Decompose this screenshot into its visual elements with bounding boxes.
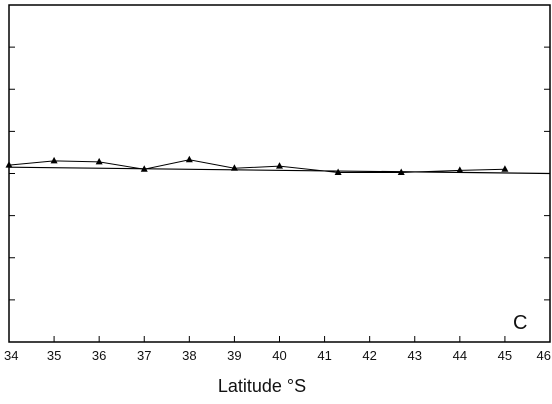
data-point-marker bbox=[501, 165, 509, 172]
x-tick-label: 42 bbox=[362, 348, 376, 363]
axis-ticks bbox=[8, 46, 551, 342]
data-point-marker bbox=[456, 166, 464, 173]
data-point-marker bbox=[397, 168, 405, 175]
x-tick-label: 38 bbox=[182, 348, 196, 363]
data-point-marker bbox=[140, 165, 148, 172]
x-tick-label: 37 bbox=[137, 348, 151, 363]
x-tick-label: 41 bbox=[317, 348, 331, 363]
panel-label: C bbox=[513, 312, 527, 334]
x-tick-label: 40 bbox=[272, 348, 286, 363]
data-point-marker bbox=[230, 164, 238, 171]
x-axis-label: Latitude °S bbox=[218, 376, 306, 396]
x-tick-label: 34 bbox=[4, 348, 18, 363]
x-tick-label: 43 bbox=[408, 348, 422, 363]
x-tick-label: 44 bbox=[453, 348, 467, 363]
data-point-marker bbox=[5, 161, 13, 168]
plot-frame bbox=[8, 4, 551, 343]
series-markers bbox=[5, 155, 509, 175]
data-point-marker bbox=[334, 168, 342, 175]
data-point-marker bbox=[95, 157, 103, 165]
data-point-marker bbox=[185, 155, 193, 163]
data-point-marker bbox=[276, 162, 283, 169]
data-point-marker bbox=[50, 156, 58, 164]
x-tick-label: 36 bbox=[92, 348, 106, 363]
x-tick-label: 35 bbox=[47, 348, 61, 363]
x-tick-labels: 34 35 36 37 38 39 40 41 42 43 44 45 46 bbox=[4, 348, 551, 363]
x-tick-label: 45 bbox=[498, 348, 512, 363]
x-tick-label: 39 bbox=[227, 348, 241, 363]
x-tick-label: 46 bbox=[537, 348, 551, 363]
